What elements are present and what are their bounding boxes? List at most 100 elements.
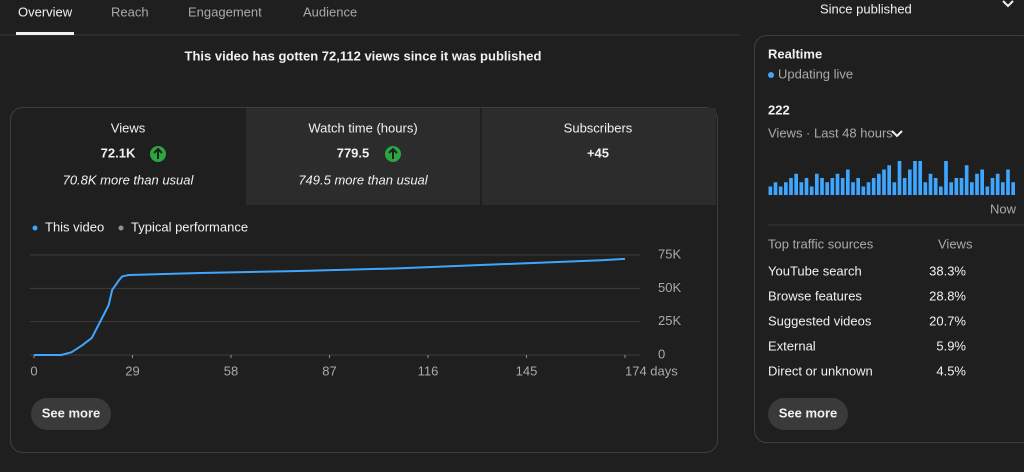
legend-label: Typical performance xyxy=(131,219,248,234)
x-tick-label: 116 xyxy=(418,363,439,378)
realtime-bar xyxy=(789,178,793,195)
tab-underline xyxy=(16,32,74,35)
realtime-bar xyxy=(846,169,850,195)
trend-up-arrow xyxy=(153,147,163,159)
realtime-bar xyxy=(825,182,829,195)
y-tick-label: 25K xyxy=(658,313,681,328)
series-line xyxy=(34,257,626,356)
realtime-bar xyxy=(1001,182,1005,195)
realtime-title: Realtime xyxy=(768,46,822,61)
y-tick-label: 50K xyxy=(658,280,681,295)
headline: This video has gotten 72,112 views since… xyxy=(185,48,542,63)
realtime-bar xyxy=(778,186,783,195)
realtime-bar xyxy=(913,161,917,195)
realtime-bar xyxy=(985,186,990,195)
source-share: 28.8% xyxy=(929,288,966,303)
realtime-bar xyxy=(1011,182,1015,195)
realtime-bar xyxy=(877,173,881,195)
realtime-bar xyxy=(995,173,1000,195)
realtime-bar xyxy=(923,182,928,195)
realtime-count: 222 xyxy=(768,102,790,117)
y-tick-label: 0 xyxy=(658,346,665,361)
realtime-bar xyxy=(928,173,933,195)
realtime-bar xyxy=(784,182,788,195)
x-tick-label: 0 xyxy=(30,363,37,378)
realtime-bar xyxy=(809,186,814,195)
x-tick-label: 87 xyxy=(322,363,336,378)
metric-label: Watch time (hours) xyxy=(308,120,417,135)
sources-header: Top traffic sources xyxy=(768,236,874,251)
metric-value: +45 xyxy=(587,145,609,160)
realtime-bar xyxy=(949,182,953,195)
realtime-bar xyxy=(768,186,773,195)
x-tick-label: 174 days xyxy=(625,363,678,378)
realtime-bar xyxy=(939,186,943,195)
realtime-bar xyxy=(944,161,948,195)
realtime-bar xyxy=(820,178,824,195)
metric-value: 779.5 xyxy=(337,145,370,160)
legend-dot xyxy=(32,225,38,231)
realtime-bar xyxy=(975,173,979,195)
tab[interactable]: Reach xyxy=(111,4,149,19)
tab[interactable]: Overview xyxy=(18,4,73,19)
now-label: Now xyxy=(990,201,1017,216)
x-tick-label: 58 xyxy=(224,363,238,378)
realtime-bar xyxy=(840,178,845,195)
realtime-status: Updating live xyxy=(778,66,853,81)
realtime-bar xyxy=(866,182,871,195)
views-header: Views xyxy=(938,236,973,251)
see-more-button[interactable] xyxy=(31,398,111,430)
realtime-bar xyxy=(835,173,840,195)
source-share: 4.5% xyxy=(936,363,966,378)
realtime-bar xyxy=(933,178,938,195)
realtime-bar xyxy=(908,169,912,195)
realtime-bar xyxy=(959,178,964,195)
realtime-bar xyxy=(964,165,969,195)
realtime-bar xyxy=(856,178,860,195)
realtime-bar xyxy=(980,169,984,195)
source-share: 5.9% xyxy=(936,338,966,353)
realtime-bar xyxy=(897,161,902,195)
metric-value: 72.1K xyxy=(101,145,136,160)
realtime-bar xyxy=(954,178,959,195)
range-selector[interactable]: Since published xyxy=(820,1,912,16)
source-share: 38.3% xyxy=(929,263,966,278)
realtime-bar xyxy=(773,182,778,195)
x-tick-label: 29 xyxy=(125,363,139,378)
legend-dot xyxy=(118,225,124,231)
realtime-bar xyxy=(902,178,907,195)
tab[interactable]: Audience xyxy=(303,4,357,19)
trend-up-arrow xyxy=(388,147,398,159)
source-name: Browse features xyxy=(768,288,862,303)
realtime-period[interactable]: Views · Last 48 hours xyxy=(768,125,893,140)
realtime-see-more-label[interactable]: See more xyxy=(779,405,838,420)
realtime-bar xyxy=(815,173,819,195)
metric-label: Subscribers xyxy=(564,120,633,135)
legend-label: This video xyxy=(45,219,104,234)
realtime-card xyxy=(754,35,1024,443)
realtime-bar xyxy=(794,173,798,195)
see-more-label[interactable]: See more xyxy=(42,405,101,420)
realtime-bar xyxy=(871,178,876,195)
source-name: External xyxy=(768,338,816,353)
realtime-bar xyxy=(799,182,804,195)
source-name: Suggested videos xyxy=(768,313,872,328)
dropdown-chevron[interactable] xyxy=(1002,0,1014,8)
realtime-bar xyxy=(882,169,886,195)
metric-label: Views xyxy=(111,120,146,135)
source-share: 20.7% xyxy=(929,313,966,328)
source-name: YouTube search xyxy=(768,263,862,278)
realtime-bar xyxy=(851,182,855,195)
tab[interactable]: Engagement xyxy=(188,4,262,19)
realtime-see-more-button[interactable] xyxy=(768,398,848,430)
period-chevron[interactable] xyxy=(891,130,903,138)
realtime-bar xyxy=(887,165,891,195)
x-tick-label: 145 xyxy=(516,363,538,378)
source-name: Direct or unknown xyxy=(768,363,873,378)
realtime-bar xyxy=(970,182,974,195)
realtime-bar xyxy=(918,161,922,195)
realtime-bar xyxy=(990,178,995,195)
realtime-bar xyxy=(804,178,809,195)
realtime-bar xyxy=(1006,169,1010,195)
